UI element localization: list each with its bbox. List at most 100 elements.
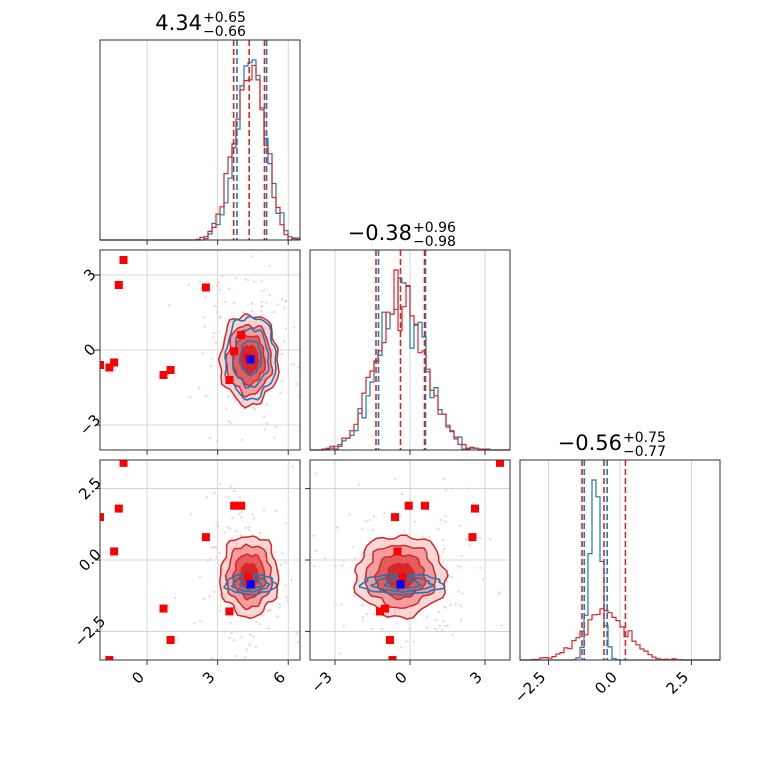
scatter-point [219, 604, 223, 607]
contour-blue [358, 573, 446, 596]
scatter-point [235, 654, 238, 658]
scatter-point [286, 599, 289, 602]
scatter-point [280, 379, 284, 383]
scatter-point [293, 326, 296, 329]
scatter-point [248, 529, 251, 532]
marker-red [119, 460, 128, 467]
scatter-point [335, 526, 339, 529]
scatter-point [371, 528, 374, 532]
scatter-point [305, 318, 307, 320]
scatter-point [283, 340, 286, 343]
scatter-point [334, 564, 337, 568]
scatter-point [280, 352, 284, 356]
scatter-point [276, 615, 279, 618]
scatter-point [314, 472, 317, 475]
marker-red [105, 363, 114, 372]
marker-blue [246, 580, 255, 589]
scatter-point [176, 663, 178, 665]
scatter-point [227, 395, 230, 399]
scatter-point [198, 280, 201, 283]
panel-frame [519, 459, 721, 661]
marker-red [381, 604, 389, 613]
scatter-point [380, 628, 384, 631]
scatter-point [441, 538, 445, 541]
scatter-point [229, 485, 233, 488]
scatter-point [304, 323, 306, 325]
contour-blue [369, 576, 436, 593]
marker-red [388, 656, 397, 660]
title-upper-error: +0.75 [623, 430, 666, 446]
scatter-point [284, 299, 288, 303]
scatter-point [372, 514, 376, 518]
scatter-point [450, 575, 453, 579]
tick-label-x: 0 [391, 668, 410, 687]
scatter-point [226, 526, 230, 529]
scatter-point [440, 628, 444, 632]
scatter-point [464, 538, 468, 541]
scatter-point [219, 482, 222, 485]
scatter-point [231, 516, 234, 520]
marker-blue [396, 580, 405, 589]
scatter-point [313, 564, 316, 568]
scatter-point [219, 593, 222, 596]
scatter-point [268, 264, 271, 268]
scatter-point [280, 298, 284, 301]
scatter-point [252, 635, 255, 638]
scatter-point [240, 516, 243, 519]
scatter-point [203, 316, 206, 319]
scatter-point [405, 640, 408, 643]
scatter-point [269, 608, 272, 611]
scatter-point [255, 621, 258, 624]
scatter-point [446, 624, 449, 627]
scatter-point [442, 619, 445, 623]
scatter-point [242, 310, 245, 314]
panel-1-1 [309, 249, 511, 455]
scatter-point [353, 594, 356, 598]
scatter-point [214, 341, 217, 345]
scatter-point [252, 517, 256, 520]
scatter-point [459, 604, 462, 608]
scatter-point [312, 534, 315, 537]
contour-blue [231, 327, 270, 389]
scatter-point [437, 528, 440, 531]
scatter-point [265, 676, 267, 678]
scatter-point [290, 363, 294, 366]
marker-red [468, 533, 477, 542]
scatter-point [219, 315, 222, 318]
scatter-point [260, 300, 264, 304]
marker-red [230, 501, 239, 510]
scatter-point [468, 544, 472, 547]
scatter-point [456, 565, 460, 568]
scatter-point [260, 279, 263, 283]
scatter-point [228, 527, 232, 530]
scatter-point [233, 489, 236, 492]
scatter-point [398, 514, 402, 518]
scatter-point [215, 521, 218, 525]
scatter-point [232, 301, 236, 304]
tick-label-x: 2.5 [663, 668, 693, 698]
scatter-point [399, 646, 403, 649]
scatter-point [283, 307, 286, 310]
scatter-point [454, 602, 457, 606]
scatter-point [227, 495, 230, 499]
marker-red [201, 283, 210, 292]
scatter-point [314, 549, 317, 553]
marker-red [114, 504, 123, 513]
scatter-point [459, 566, 462, 569]
scatter-point [466, 487, 469, 491]
scatter-point [426, 615, 429, 619]
scatter-point [348, 513, 351, 516]
scatter-point [254, 246, 256, 248]
marker-red [225, 376, 234, 384]
panel-bg [100, 40, 300, 240]
panel-title-2: −0.56 +0.75−0.77 [558, 430, 666, 460]
scatter-point [444, 624, 447, 628]
scatter-point [441, 550, 445, 554]
scatter-point [438, 624, 442, 627]
scatter-point [245, 648, 248, 651]
scatter-point [240, 636, 243, 639]
contour-blue [222, 573, 278, 596]
scatter-point [212, 546, 216, 549]
scatter-point [202, 597, 205, 601]
scatter-point [279, 391, 282, 394]
